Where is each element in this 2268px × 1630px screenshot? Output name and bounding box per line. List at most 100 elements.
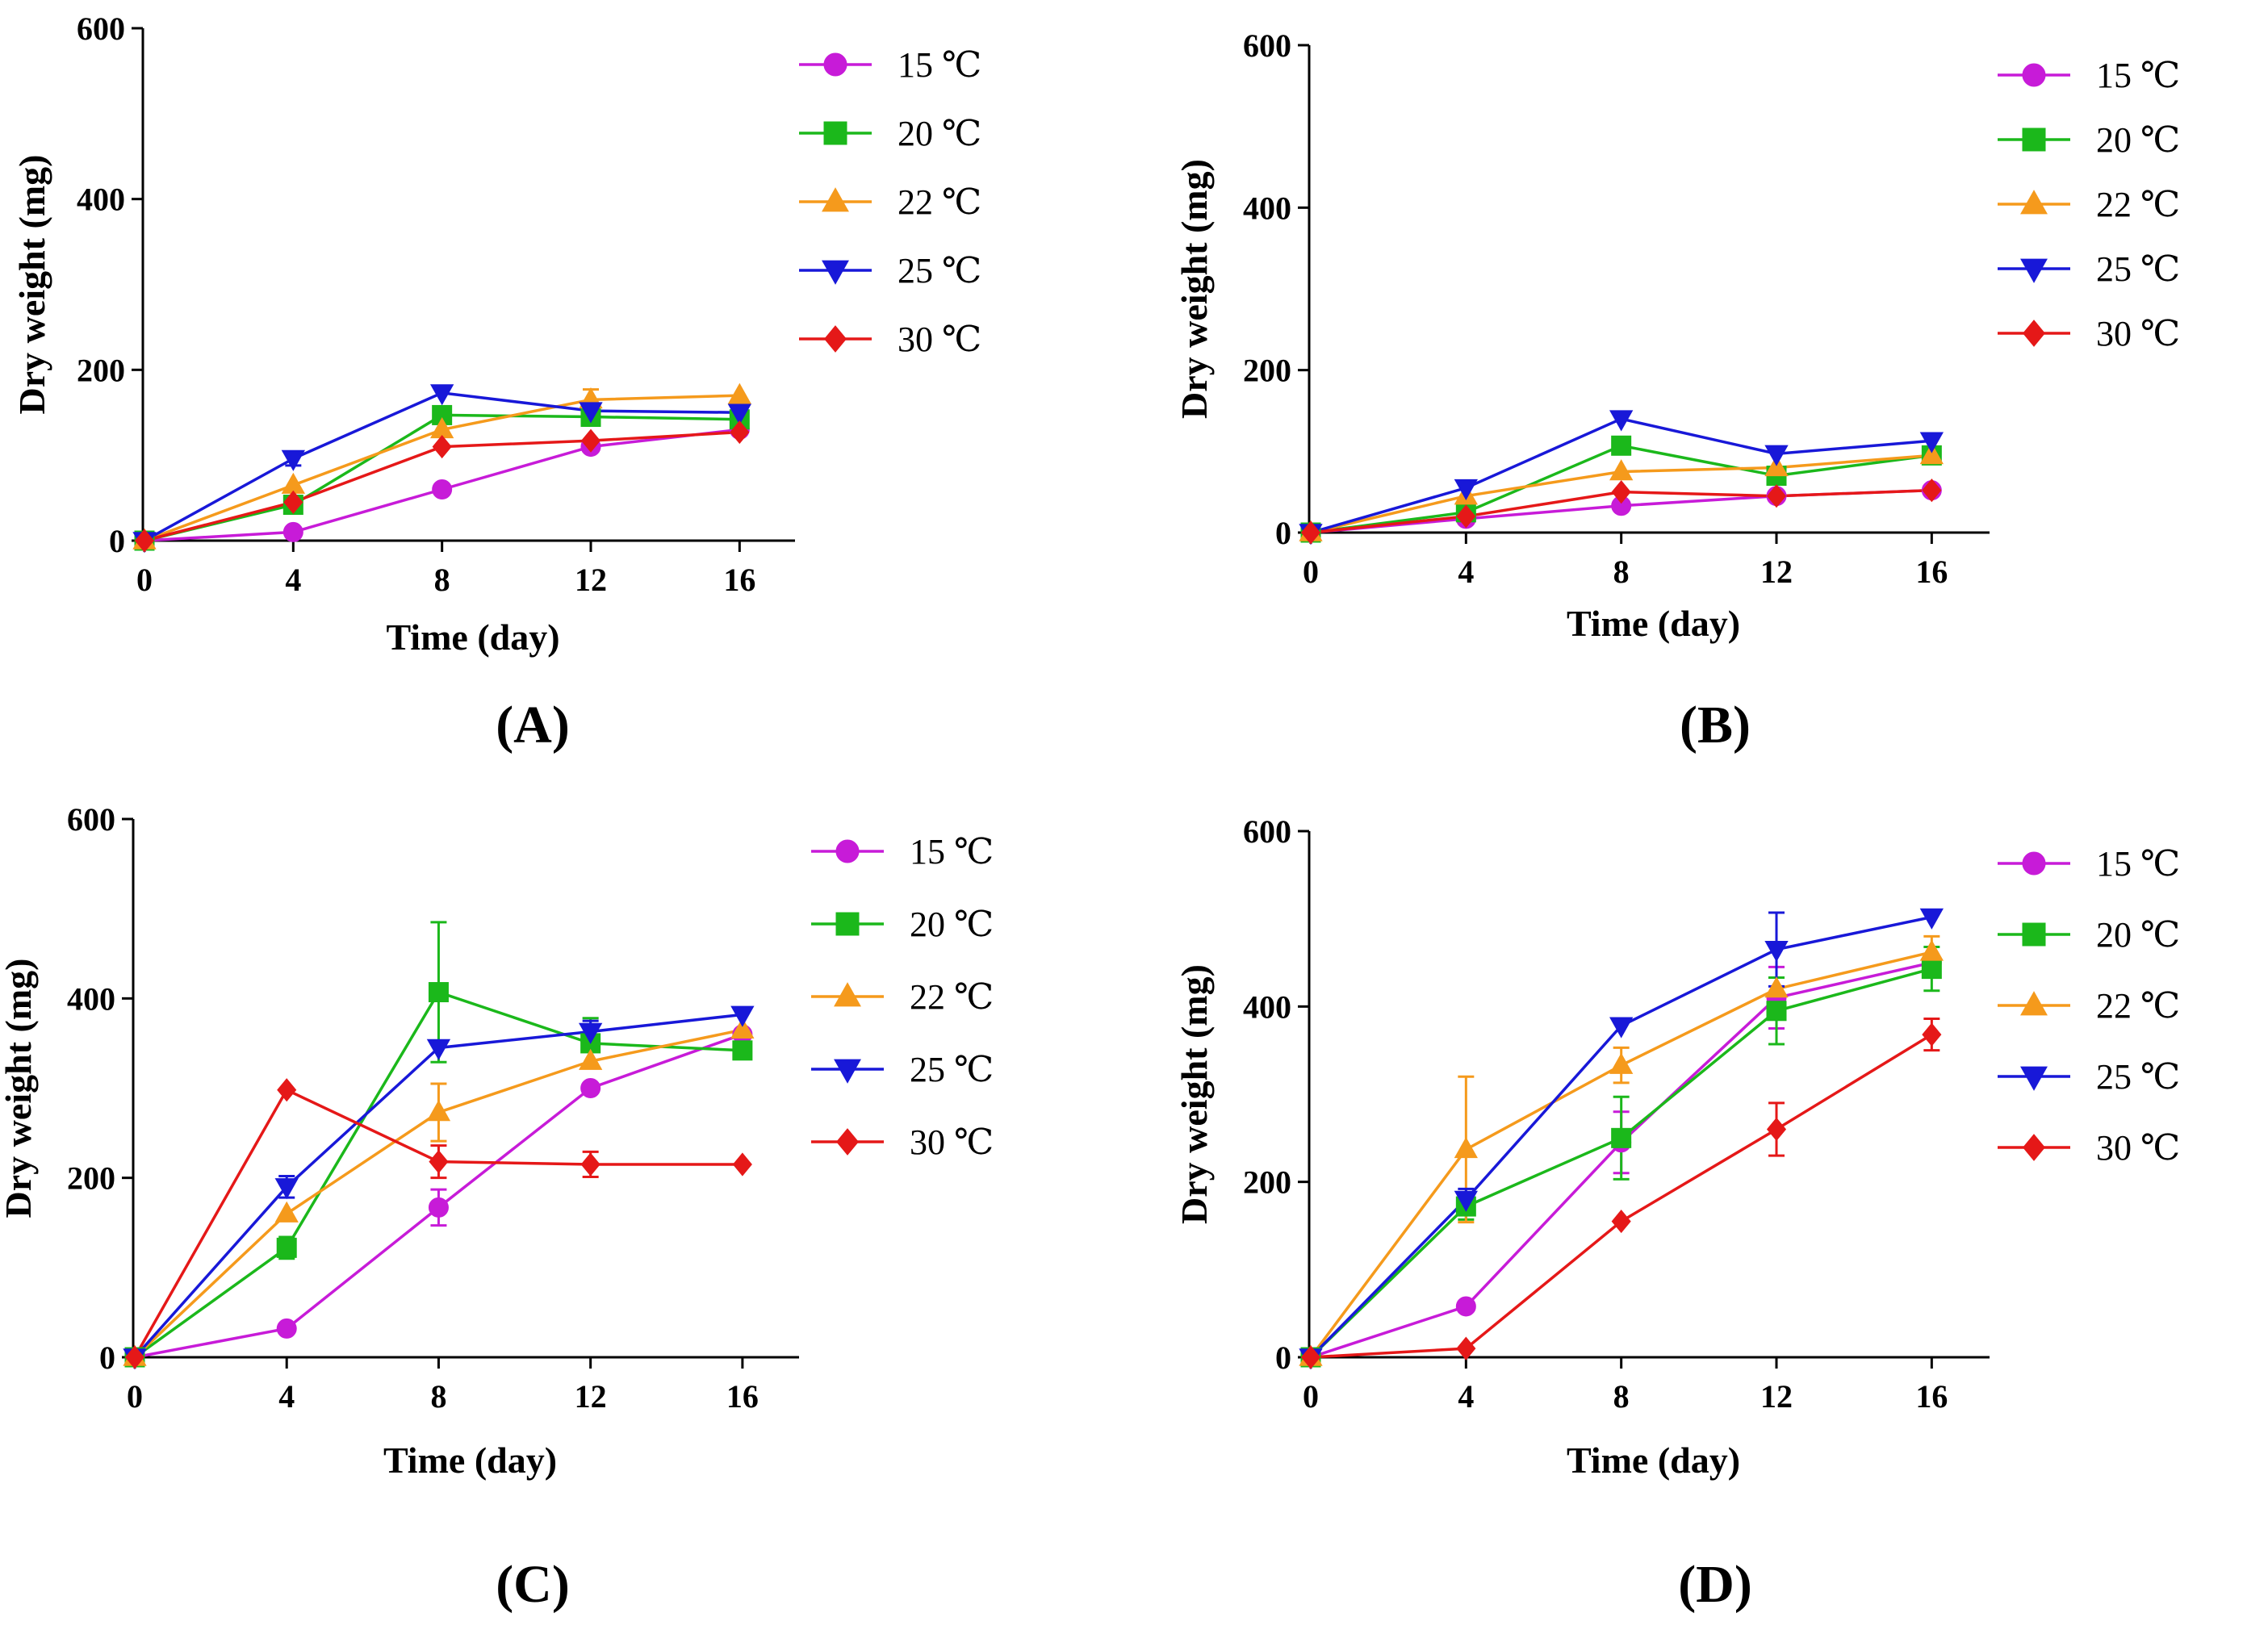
legend-marker [823,52,847,77]
data-point [134,529,155,553]
legend-item: 20 ℃ [1998,120,2180,160]
x-tick-label: 16 [723,562,755,598]
data-point [1919,442,1944,465]
legend-item: 30 ℃ [811,1122,994,1162]
x-tick-label: 12 [1760,554,1793,590]
data-point [1300,1345,1321,1369]
y-axis-title: Dry weight (mg) [1174,159,1215,419]
chart-panel-b: 0 200 400 600 0 4 8 12 16 Time (day) Dry weight (m… [1174,27,2180,754]
legend-marker [835,912,860,936]
data-point [432,434,452,459]
x-tick-label: 16 [1915,1378,1948,1415]
x-axis-title: Time (day) [386,616,559,658]
data-point [274,1201,299,1222]
x-tick-label: 16 [726,1378,759,1415]
legend-label: 25 ℃ [898,251,981,290]
data-point [428,1197,449,1218]
data-point [579,1022,603,1044]
legend: 15 ℃ 20 ℃ 22 ℃ 25 ℃ 30 ℃ [811,832,994,1162]
data-point [1454,1190,1478,1212]
data-point [730,420,750,445]
legend-label: 30 ℃ [2096,1128,2180,1168]
data-point [1764,445,1789,466]
legend-label: 30 ℃ [910,1122,994,1162]
legend-item: 25 ℃ [799,251,981,290]
data-point [1921,959,1942,980]
data-point [1611,1127,1632,1148]
data-point [1764,976,1789,998]
legend-item: 25 ℃ [811,1050,994,1089]
legend-label: 22 ℃ [898,182,981,222]
data-point [730,1017,755,1039]
y-tick-label: 0 [1275,1340,1291,1376]
y-tick-label: 0 [1275,515,1291,551]
data-point [430,384,454,406]
y-tick-label: 200 [67,1160,115,1197]
data-point [1456,1336,1476,1360]
x-tick-label: 16 [1915,554,1948,590]
data-point [283,490,303,514]
data-point [579,402,603,424]
legend-item: 30 ℃ [1998,314,2180,353]
data-point [1922,479,1942,503]
legend-marker [824,325,847,353]
legend-item: 15 ℃ [1998,56,2180,95]
x-tick-label: 0 [127,1378,143,1415]
legend: 15 ℃ 20 ℃ 22 ℃ 25 ℃ 30 ℃ [1998,56,2180,353]
legend-label: 15 ℃ [910,832,994,871]
data-point [1454,1137,1478,1159]
data-point [426,1039,451,1060]
legend-marker [2020,1066,2048,1091]
legend-item: 20 ℃ [811,905,994,944]
legend-item: 25 ℃ [1998,1057,2180,1097]
legend-marker [2023,320,2045,347]
data-point [579,1048,603,1070]
x-tick-label: 12 [1760,1378,1793,1415]
x-tick-label: 4 [278,1378,295,1415]
legend-marker [822,260,849,285]
data-point [1611,480,1631,504]
y-tick-label: 200 [1243,353,1291,389]
data-point [732,1040,753,1061]
data-point [727,382,751,404]
data-point [432,479,453,499]
y-tick-label: 400 [1243,988,1291,1025]
chart-panel-d: 0 200 400 600 0 4 8 12 16 Time (day) Dry weight (m… [1174,813,2180,1614]
panel-label-d: (D) [1678,1555,1752,1614]
legend: 15 ℃ 20 ℃ 22 ℃ 25 ℃ 30 ℃ [1998,844,2180,1168]
series-group [1299,410,1944,545]
legend-marker [2020,258,2048,283]
legend-marker [822,187,849,212]
x-tick-label: 8 [434,562,450,598]
chart-panel-a: 0 200 400 600 0 4 8 12 16 Time (day) Dry weight (m… [11,10,981,754]
x-tick-label: 8 [1613,554,1630,590]
data-point [274,1178,299,1200]
legend-label: 20 ℃ [2096,915,2180,955]
x-tick-label: 0 [1303,554,1319,590]
legend-item: 20 ℃ [1998,915,2180,955]
data-point [1919,432,1944,453]
data-point [1609,410,1634,432]
legend: 15 ℃ 20 ℃ 22 ℃ 25 ℃ 30 ℃ [799,45,981,359]
panel-label-a: (A) [496,696,570,754]
legend-marker [2022,851,2046,876]
legend-item: 22 ℃ [811,977,994,1017]
data-point [1922,1022,1942,1047]
data-point [432,404,453,425]
data-point [124,1345,145,1369]
data-point [1609,459,1634,481]
legend-label: 15 ℃ [898,45,981,85]
legend-label: 20 ℃ [910,905,994,944]
data-point [281,449,305,471]
data-point [276,1237,297,1258]
legend-item: 25 ℃ [1998,249,2180,289]
legend-label: 15 ℃ [2096,56,2180,95]
x-tick-label: 4 [1458,554,1474,590]
data-point [727,403,751,425]
data-point [426,1100,451,1122]
data-point [277,1078,297,1102]
data-point [1919,908,1944,930]
y-axis-title: Dry weight (mg) [0,959,39,1218]
data-point [1764,941,1789,963]
